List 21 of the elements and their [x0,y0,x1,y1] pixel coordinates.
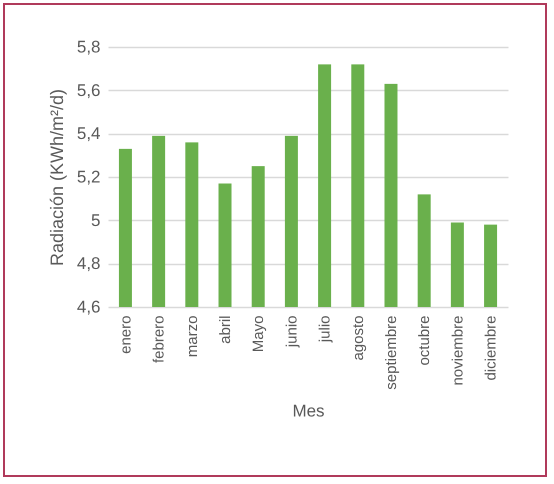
y-tick-label: 5 [91,210,100,230]
y-axis-title: Radiación (KWh/m²/d) [46,88,67,266]
x-axis-title: Mes [292,402,325,421]
y-tick-label: 4,6 [76,298,100,316]
x-tick-label: junio [283,316,300,348]
x-tick-label: agosto [350,316,367,361]
y-tick-label: 5,4 [76,124,100,144]
x-tick-label: Mayo [250,316,268,352]
x-tick-label: abril [217,316,234,344]
x-tick-label: octubre [416,316,434,366]
y-tick-label: 5,6 [76,80,100,100]
y-tick-label: 5,8 [76,38,100,56]
x-tick-label: diciembre [482,316,500,381]
y-tick-label: 4,8 [76,254,100,274]
x-tick-label: enero [117,316,134,354]
x-tick-label: febrero [150,316,168,364]
x-tick-label: julio [316,316,334,344]
x-tick-label: septiembre [382,316,400,390]
x-tick-label: noviembre [449,316,466,386]
x-tick-label: marzo [184,316,201,358]
y-tick-label: 5,2 [76,168,100,186]
